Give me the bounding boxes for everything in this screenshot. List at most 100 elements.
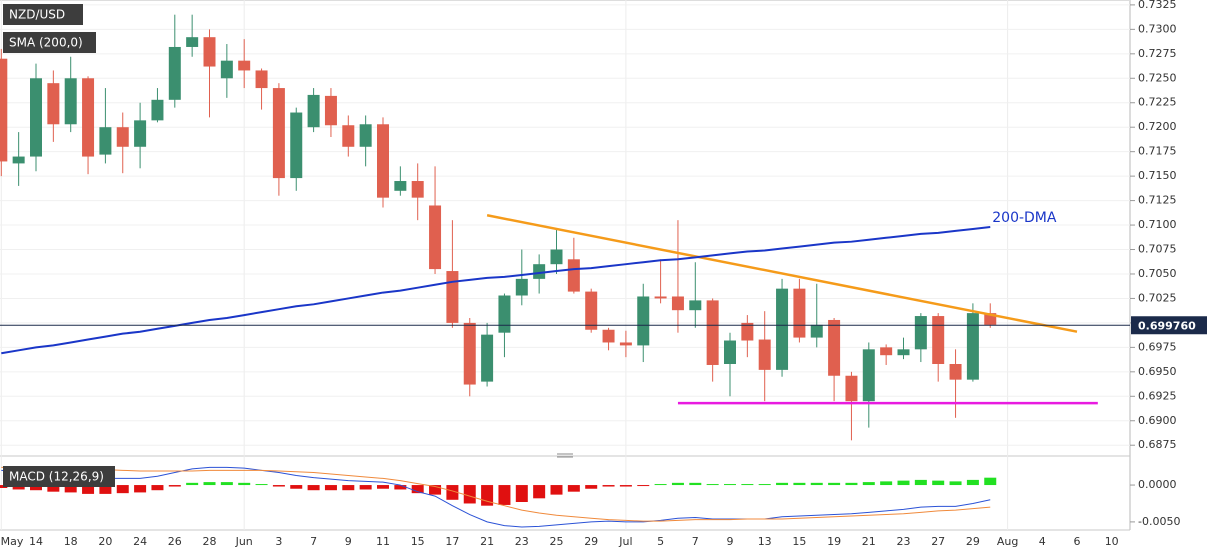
symbol-box: [3, 4, 83, 25]
candle-body: [793, 288, 806, 338]
x-tick-label: 13: [758, 535, 772, 548]
x-tick-label: 24: [133, 535, 147, 548]
histogram-bar: [47, 485, 60, 492]
candle-body: [64, 78, 77, 125]
candle-body: [359, 124, 372, 147]
y-tick-label: 0.7175: [1138, 145, 1177, 158]
candle-body: [637, 296, 650, 346]
histogram-bar: [897, 480, 910, 486]
histogram-bar: [654, 484, 667, 486]
y-tick-label: 0.7075: [1138, 243, 1177, 256]
y-tick-label: 0.7125: [1138, 194, 1177, 207]
y-tick-label: 0.7150: [1138, 169, 1177, 182]
macd-label: MACD (12,26,9): [9, 470, 104, 484]
histogram-bar: [602, 485, 615, 487]
candle-body: [845, 375, 858, 402]
x-tick-label: 17: [445, 535, 459, 548]
x-tick-label: 9: [345, 535, 352, 548]
candle-body: [602, 329, 615, 343]
histogram-bar: [168, 485, 181, 487]
histogram-bar: [134, 485, 147, 493]
histogram-bar: [932, 480, 945, 486]
histogram-bar: [793, 482, 806, 486]
x-tick-label: 26: [168, 535, 182, 548]
x-tick-label: 14: [29, 535, 43, 548]
candle-body: [862, 349, 875, 402]
candle-body: [567, 259, 580, 292]
candle-body: [966, 313, 979, 380]
y-tick-label: 0.6875: [1138, 438, 1177, 451]
x-tick-label: 4: [1039, 535, 1046, 548]
panel-handle[interactable]: [557, 453, 573, 458]
y-tick-label: 0.7025: [1138, 291, 1177, 304]
histogram-bar: [116, 485, 129, 494]
x-tick-label: 10: [1105, 535, 1119, 548]
histogram-bar: [429, 485, 442, 495]
x-tick-label: 7: [310, 535, 317, 548]
candle-body: [411, 181, 424, 198]
candle-body: [30, 78, 42, 157]
candle-body: [151, 99, 164, 121]
histogram-bar: [151, 485, 164, 491]
y-tick-label: 0.6925: [1138, 389, 1177, 402]
candle-body: [99, 127, 112, 155]
candle-body: [203, 37, 216, 67]
candle-body: [498, 295, 511, 333]
candle-body: [0, 58, 8, 162]
candle-body: [810, 324, 823, 338]
candle-body: [324, 95, 337, 126]
histogram-bar: [619, 485, 632, 487]
y-tick-label: 0.7300: [1138, 22, 1177, 35]
histogram-bar: [203, 482, 216, 486]
candle-body: [481, 334, 494, 382]
histogram-bar: [272, 485, 285, 487]
x-tick-label: 21: [480, 535, 494, 548]
histogram-bar: [394, 485, 407, 490]
histogram-bar: [255, 484, 268, 486]
histogram-bar: [585, 485, 598, 489]
candle-body: [168, 46, 181, 100]
histogram-bar: [99, 485, 112, 494]
histogram-bar: [342, 485, 355, 491]
candle-body: [932, 316, 945, 364]
y-tick-label: 0.7250: [1138, 71, 1177, 84]
x-tick-label: Aug: [997, 535, 1018, 548]
candle-body: [429, 205, 442, 270]
candle-body: [550, 249, 563, 265]
histogram-bar: [377, 485, 389, 489]
histogram-bar: [498, 485, 511, 505]
candle-body: [255, 70, 268, 89]
candle-body: [741, 322, 754, 341]
histogram-bar: [984, 477, 997, 486]
histogram-bar: [949, 481, 962, 486]
histogram-bar: [966, 479, 979, 486]
x-tick-label: 3: [275, 535, 282, 548]
histogram-bar: [186, 482, 199, 486]
x-tick-label: 23: [515, 535, 529, 548]
candle-body: [377, 124, 389, 198]
candle-body: [134, 120, 147, 147]
candle-body: [758, 339, 771, 370]
candle-body: [689, 300, 702, 311]
candle-body: [706, 300, 719, 365]
x-tick-label: 9: [727, 535, 734, 548]
x-tick-label: 5: [657, 535, 664, 548]
candle-body: [724, 340, 736, 364]
histogram-bar: [463, 485, 476, 504]
candle-body: [290, 112, 303, 179]
x-tick-label: 23: [897, 535, 911, 548]
y-tick-label: 0.6950: [1138, 365, 1177, 378]
histogram-bar: [724, 484, 736, 486]
macd-line: [1, 466, 991, 528]
histogram-bar: [324, 485, 337, 491]
candle-body: [671, 296, 684, 311]
histogram-bar: [307, 485, 320, 491]
candle-body: [116, 127, 129, 147]
x-tick-label: 29: [584, 535, 598, 548]
histogram-bar: [741, 484, 754, 486]
histogram-bar: [776, 482, 789, 486]
